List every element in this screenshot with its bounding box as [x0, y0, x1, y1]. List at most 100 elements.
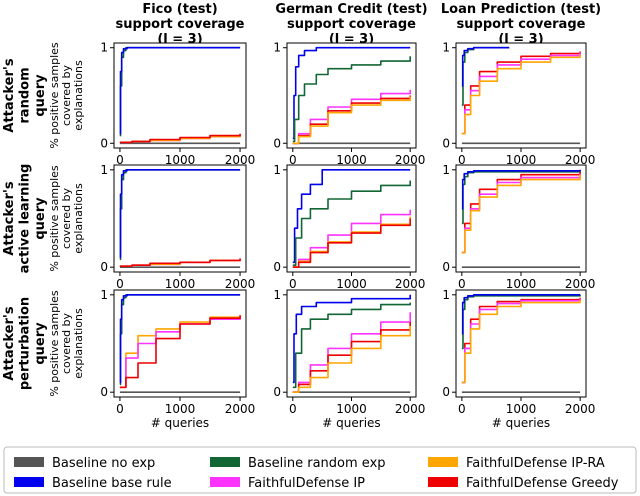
y-axis-label: % positive samplescovered byexplanations [48, 165, 85, 272]
y-axis-label-group: % positive samplescovered byexplanations [48, 42, 85, 149]
column-title-line: German Credit (test) [275, 2, 427, 17]
panel: 0 1 0 1000 2000 [273, 163, 425, 291]
series-line-faithful_ip_ra [461, 299, 581, 384]
y-axis-label: % positive samplescovered byexplanations [48, 42, 85, 149]
y-axis-label-line: explanations [72, 183, 85, 254]
row-label-group: Attacker'srandomquery [2, 58, 48, 132]
row-label: Attacker'srandomquery [2, 58, 48, 132]
series-line-faithful_greedy [461, 171, 581, 254]
row-label-group: Attacker'sactive learningquery [2, 164, 48, 274]
x-tick-label: 0 [289, 153, 297, 167]
y-axis-label-line: covered by [60, 64, 73, 126]
legend-label: Baseline base rule [52, 476, 172, 491]
legend-swatch [210, 477, 240, 487]
row-label-line: Attacker's [2, 181, 17, 255]
row-label-line: perturbation [18, 297, 33, 390]
x-tick-label: 2000 [395, 402, 426, 416]
x-axis-label: # queries [322, 416, 380, 430]
x-tick-label: 1000 [336, 277, 367, 291]
series-line-faithful_ip [292, 312, 411, 393]
series-line-baseline_base_rule [119, 169, 241, 259]
x-tick-label: 2000 [565, 153, 596, 167]
x-tick-label: 0 [116, 153, 124, 167]
panel-frame [286, 42, 417, 149]
x-tick-label: 0 [289, 402, 297, 416]
row-label-line: query [33, 74, 48, 117]
x-tick-label: 2000 [565, 277, 596, 291]
series-line-faithful_ip [292, 209, 411, 268]
y-axis-label-line: % positive samples [48, 290, 61, 397]
y-axis-label-line: covered by [60, 312, 73, 374]
panel-frame [455, 289, 587, 398]
x-tick-label: 2000 [225, 153, 256, 167]
series-line-faithful_ip_ra [461, 174, 581, 254]
x-tick-label: 1000 [165, 153, 196, 167]
x-tick-label: 1000 [506, 277, 537, 291]
series-line-faithful_ip_ra [292, 96, 411, 145]
legend-swatch [428, 457, 458, 467]
series-line-faithful_ip_ra [461, 54, 581, 135]
row-label-line: query [33, 322, 48, 365]
legend-label: FaithfulDefense Greedy [466, 476, 619, 491]
y-tick-label: 1 [273, 41, 281, 55]
panel: 0 1 0 1000 2000 # queries [442, 288, 595, 430]
panel-frame [113, 289, 247, 398]
series-line-baseline_base_rule [292, 294, 411, 384]
legend-label: Baseline no exp [52, 456, 155, 471]
y-tick-label: 0 [100, 260, 108, 274]
row-label-line: Attacker's [2, 58, 17, 132]
y-tick-label: 1 [273, 288, 281, 302]
panel-frame [113, 164, 247, 273]
column-title-line: support coverage [457, 17, 586, 32]
x-tick-label: 0 [116, 277, 124, 291]
series-line-baseline_random_exp [292, 56, 411, 143]
series-line-faithful_ip_ra [119, 315, 241, 389]
series-line-faithful_greedy [292, 95, 411, 145]
panel-frame [113, 42, 247, 149]
column-title: German Credit (test) support coverage (l =… [275, 2, 427, 47]
x-tick-label: 0 [458, 402, 466, 416]
x-tick-label: 2000 [225, 402, 256, 416]
series-line-baseline_base_rule [461, 169, 581, 210]
y-tick-label: 0 [442, 136, 450, 150]
panel: 0 1 0 1000 2000 [100, 41, 255, 167]
y-axis-label: % positive samplescovered byexplanations [48, 290, 85, 397]
legend-frame [3, 446, 637, 494]
column-title-line: Fico (test) [142, 2, 217, 17]
legend-swatch [14, 477, 44, 487]
column-title-line: support coverage [287, 17, 416, 32]
y-tick-label: 0 [273, 260, 281, 274]
panel: 0 1 0 1000 2000 [100, 163, 255, 291]
x-tick-label: 1000 [506, 153, 537, 167]
y-tick-label: 1 [100, 41, 108, 55]
x-tick-label: 0 [289, 277, 297, 291]
series-line-faithful_ip_ra [292, 216, 411, 268]
y-tick-label: 0 [100, 385, 108, 399]
y-tick-label: 1 [100, 163, 108, 177]
row-label: Attacker'sperturbationquery [2, 297, 48, 390]
series-line-baseline_base_rule [119, 46, 241, 135]
y-tick-label: 0 [442, 385, 450, 399]
x-tick-label: 1000 [165, 277, 196, 291]
series-line-faithful_greedy [292, 218, 411, 268]
column-title: Fico (test) support coverage (l = 3) [116, 2, 245, 47]
y-axis-label-line: covered by [60, 187, 73, 249]
x-tick-label: 0 [458, 153, 466, 167]
row-label-line: active learning [18, 164, 33, 274]
series-line-faithful_greedy [119, 258, 241, 267]
y-tick-label: 0 [273, 136, 281, 150]
x-tick-label: 0 [458, 277, 466, 291]
y-tick-label: 0 [442, 260, 450, 274]
x-axis-label: # queries [151, 416, 209, 430]
y-tick-label: 1 [442, 163, 450, 177]
y-axis-label-line: % positive samples [48, 42, 61, 149]
series-line-baseline_base_rule [119, 294, 241, 384]
legend-label: FaithfulDefense IP-RA [466, 456, 605, 471]
series-line-faithful_ip_ra [292, 326, 411, 393]
y-axis-label-group: % positive samplescovered byexplanations [48, 165, 85, 272]
legend-label: FaithfulDefense IP [248, 476, 365, 491]
legend-swatch [428, 477, 458, 487]
panel: 0 1 0 1000 2000 [273, 41, 425, 167]
x-tick-label: 1000 [336, 402, 367, 416]
